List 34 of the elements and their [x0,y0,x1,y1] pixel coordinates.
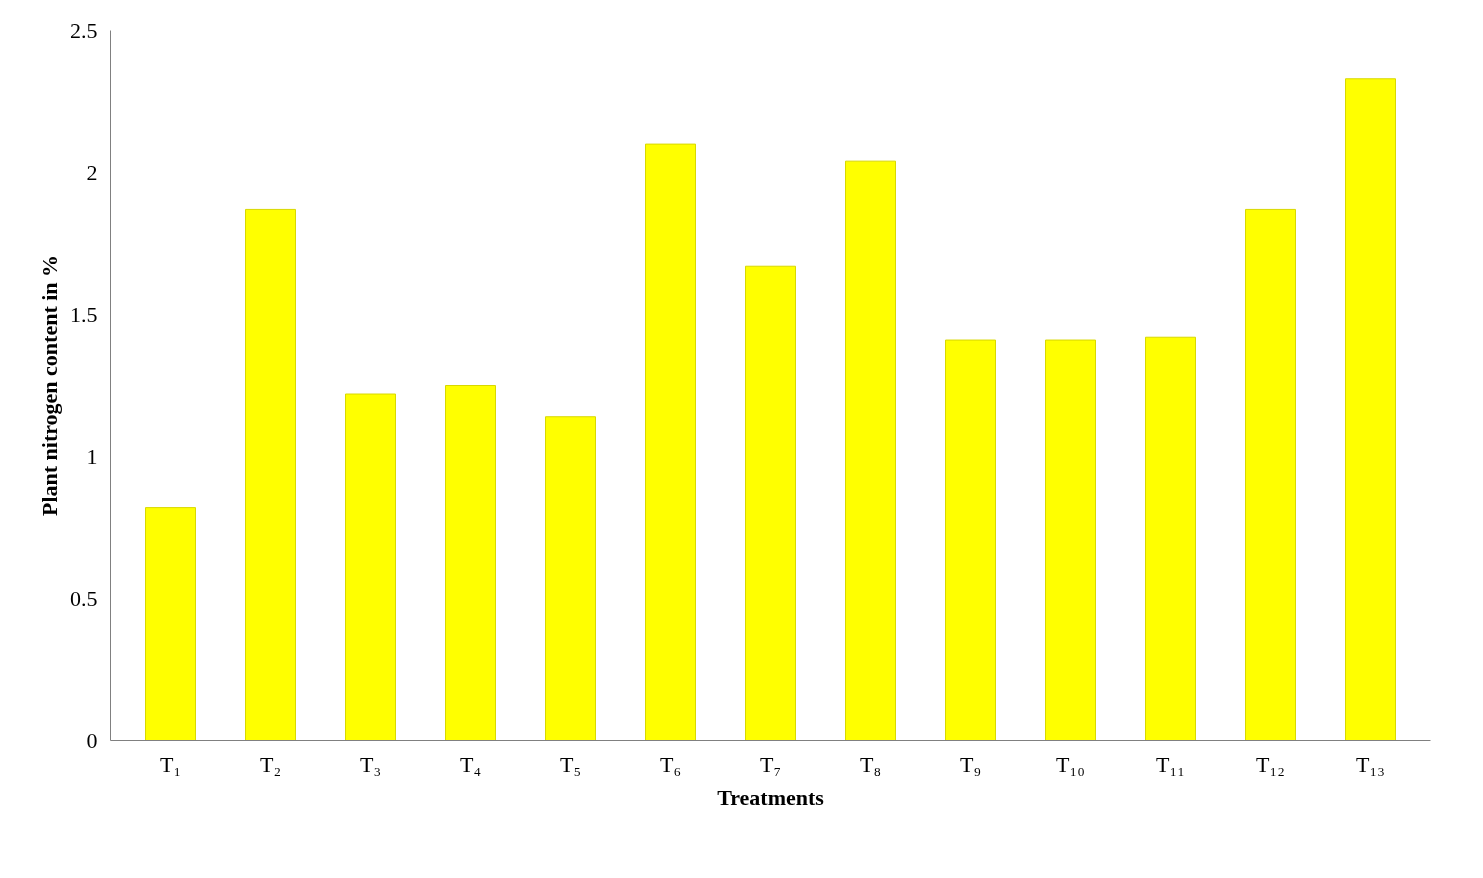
bar [345,393,396,741]
y-tick-label: 2.5 [70,17,98,43]
bar [1245,208,1296,741]
bar [1045,339,1096,741]
x-tick-label: T₉ [959,751,982,777]
bar [245,208,296,741]
bar [745,265,796,741]
bar [1345,78,1396,741]
bar [645,143,696,741]
x-tick-label: T₈ [859,751,882,777]
x-tick-label: T₁₀ [1056,751,1085,777]
bar [945,339,996,741]
x-tick-label: T₇ [759,751,782,777]
x-tick-label: T₄ [459,751,482,777]
x-axis-title: Treatments [717,784,825,810]
bar [545,416,596,741]
y-tick-label: 1 [86,443,98,469]
y-tick-label: 0.5 [70,585,98,611]
y-tick-label: 2 [86,159,98,185]
y-tick-label: 1.5 [70,301,98,327]
bar [445,385,496,741]
x-tick-label: T₂ [259,751,282,777]
bar [845,160,896,741]
y-tick-label: 0 [86,727,98,753]
x-tick-label: T₁ [159,751,182,777]
x-tick-label: T₁₃ [1356,751,1385,777]
y-axis-title: Plant nitrogen content in % [37,254,62,517]
bar [145,507,196,741]
x-tick-label: T₁₂ [1256,751,1285,777]
x-tick-label: T₅ [559,751,582,777]
x-tick-label: T₃ [359,751,382,777]
bar [1145,336,1196,741]
x-tick-label: T₆ [659,751,682,777]
x-tick-label: T₁₁ [1156,751,1185,777]
